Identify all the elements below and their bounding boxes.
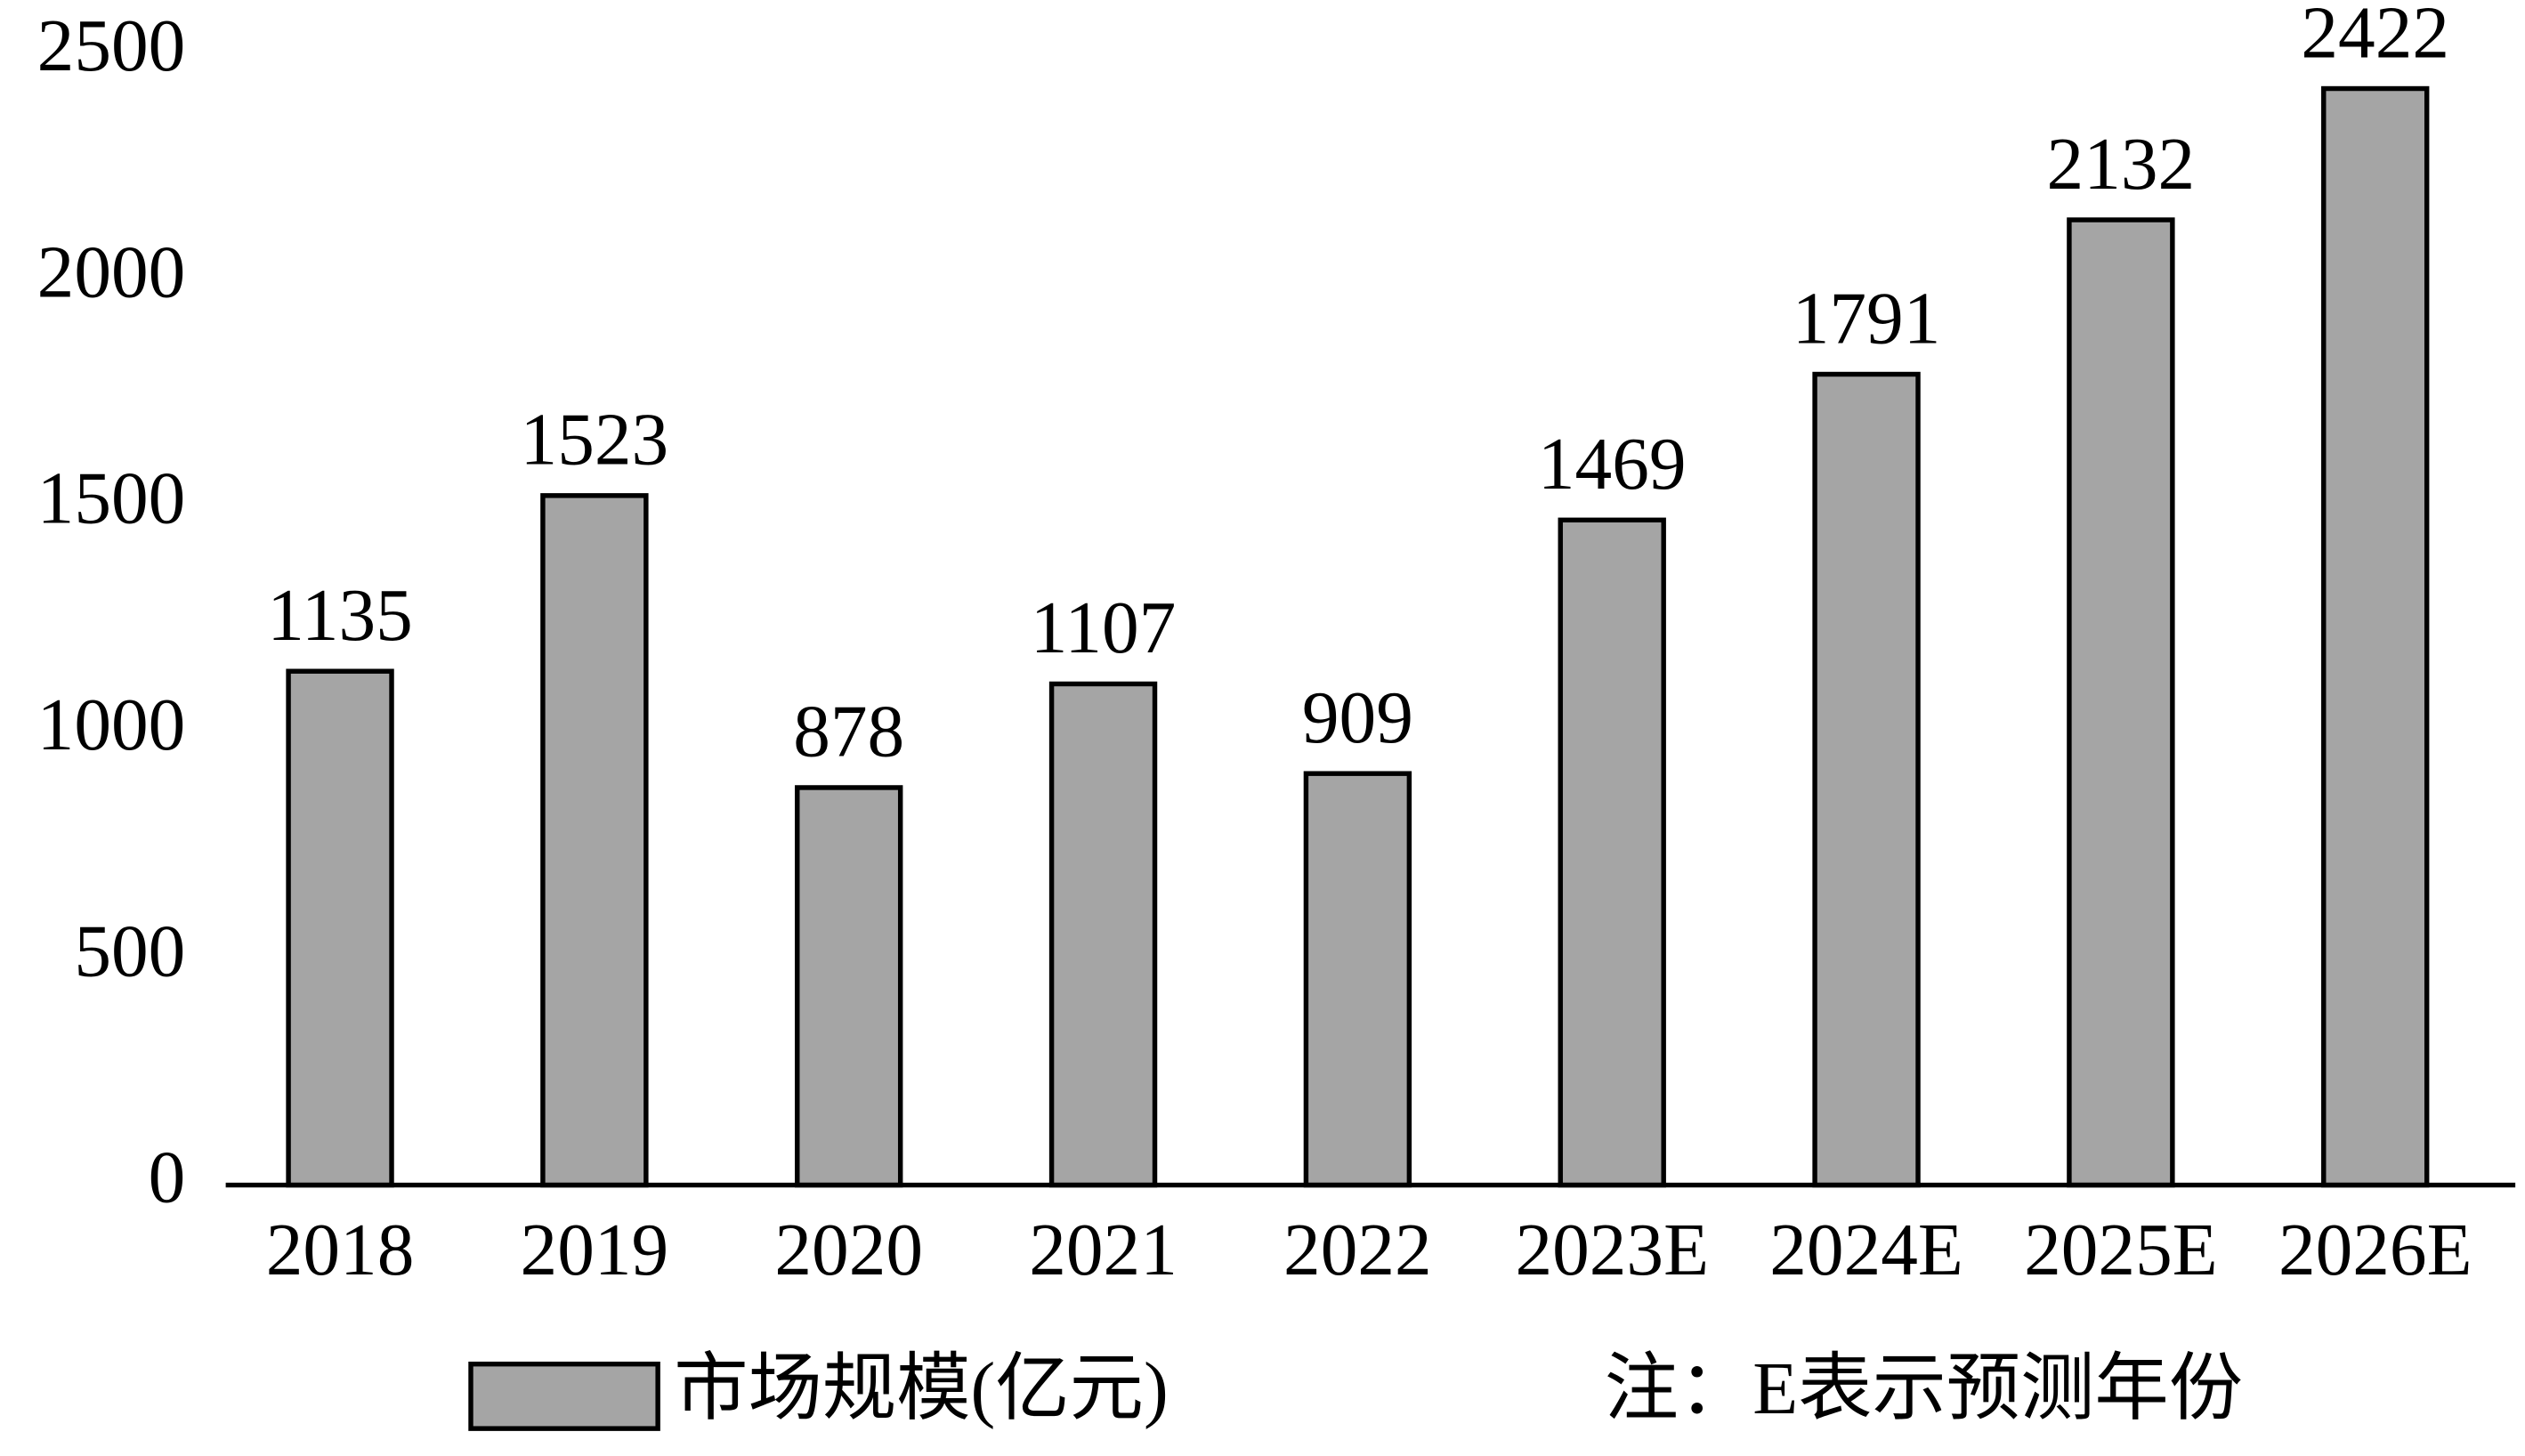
y-tick-label: 1000 <box>37 684 186 766</box>
value-label: 2132 <box>2047 124 2196 206</box>
bar <box>286 668 394 1188</box>
x-tick-label: 2024E <box>1769 1209 1963 1291</box>
bar <box>540 493 649 1188</box>
value-label: 878 <box>793 692 904 773</box>
bar <box>1812 371 1921 1188</box>
y-tick-label: 2500 <box>37 5 186 87</box>
value-label: 1469 <box>1538 424 1687 506</box>
x-tick-label: 2023E <box>1515 1209 1709 1291</box>
bar <box>2321 85 2430 1188</box>
legend-label: 市场规模(亿元) <box>674 1348 1168 1430</box>
y-tick-label: 2000 <box>37 231 186 313</box>
value-label: 1135 <box>267 575 413 657</box>
y-tick-label: 0 <box>149 1137 186 1219</box>
x-tick-label: 2026E <box>2278 1209 2472 1291</box>
x-tick-label: 2025E <box>2024 1209 2218 1291</box>
legend-swatch <box>468 1361 660 1431</box>
x-tick-label: 2022 <box>1283 1209 1432 1291</box>
value-label: 1523 <box>521 400 669 481</box>
x-tick-label: 2019 <box>521 1209 669 1291</box>
bar <box>2067 217 2175 1188</box>
bar <box>1048 681 1158 1188</box>
x-tick-label: 2021 <box>1029 1209 1178 1291</box>
value-label: 1107 <box>1031 587 1177 669</box>
value-label: 909 <box>1302 677 1413 759</box>
bar <box>1303 771 1412 1188</box>
bar <box>795 785 903 1188</box>
y-tick-label: 1500 <box>37 458 186 540</box>
x-tick-label: 2020 <box>774 1209 923 1291</box>
value-label: 1791 <box>1793 278 1941 360</box>
bar <box>1558 517 1666 1188</box>
y-tick-label: 500 <box>74 910 185 992</box>
x-tick-label: 2018 <box>266 1209 415 1291</box>
annotation: 注：E表示预测年份 <box>1605 1348 2244 1430</box>
value-label: 2422 <box>2301 0 2449 74</box>
